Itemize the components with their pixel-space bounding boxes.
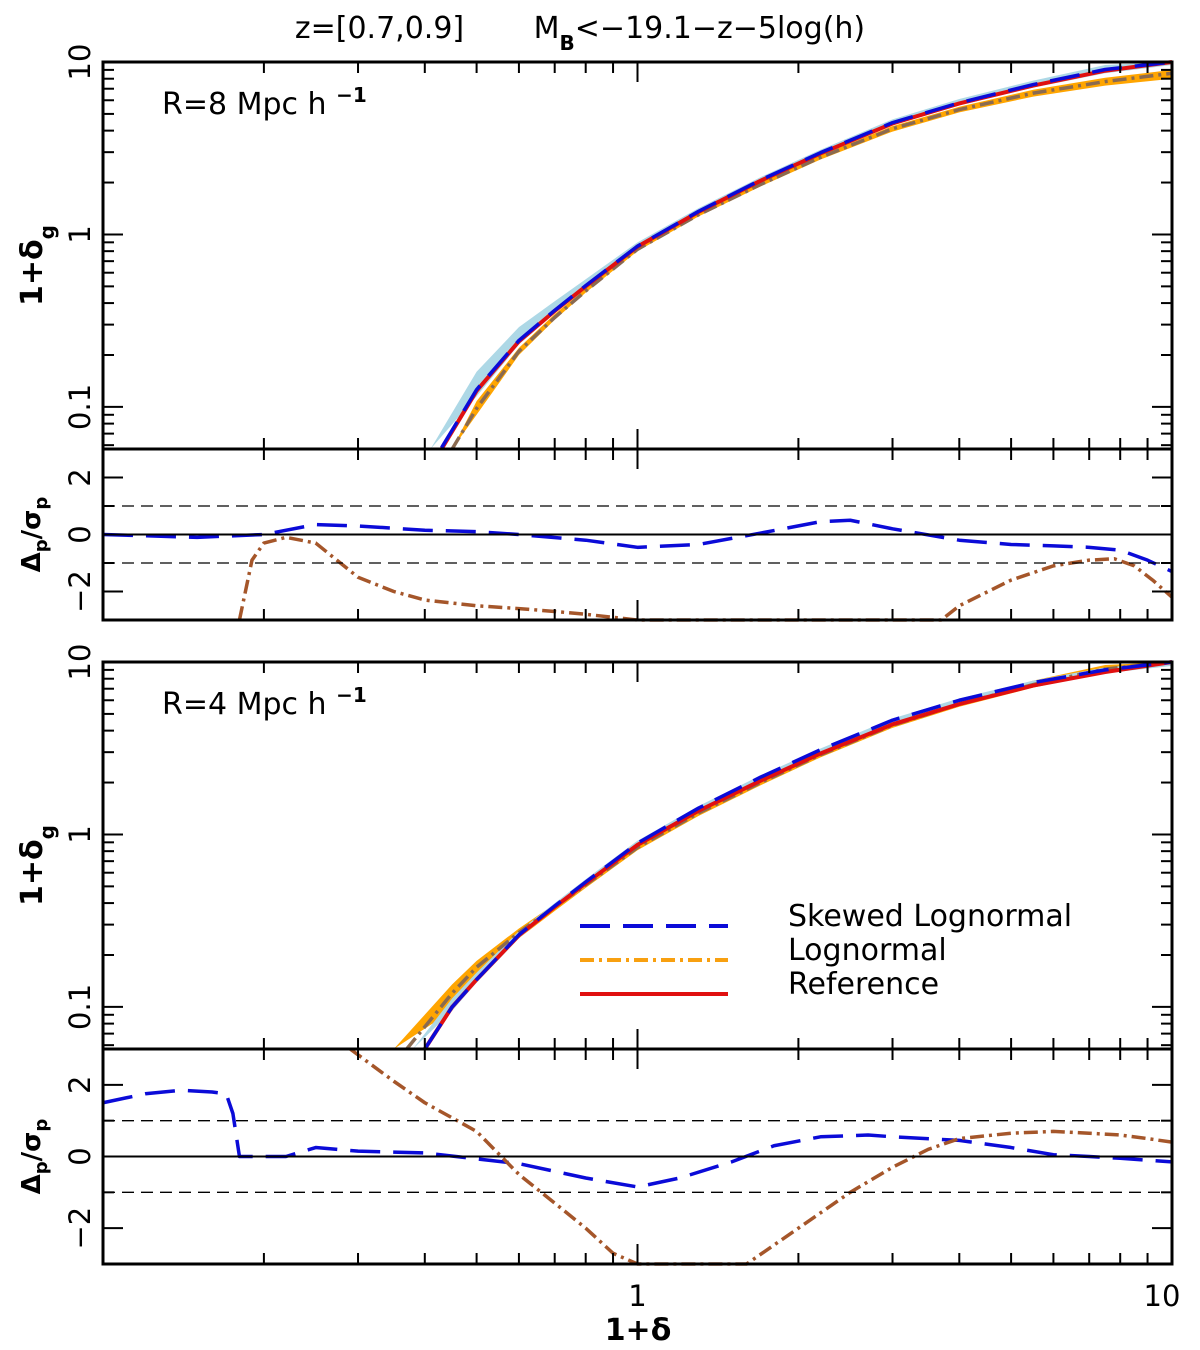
title-magnitude: MB<−19.1−z−5log(h) xyxy=(534,11,865,55)
panel2-y-tick-label: 1 xyxy=(63,825,97,843)
panel1-y-axis-title-sub: g xyxy=(35,225,59,239)
panel2-annotation-sup: −1 xyxy=(336,683,367,707)
panel2-residual-axis-title-part: σ xyxy=(17,1132,47,1152)
panel1-residual-axis-title: Δp/σp xyxy=(17,497,52,573)
x-tick-label: 1 xyxy=(628,1279,646,1313)
panel2-residual-y-tick-label: −2 xyxy=(63,1207,97,1250)
x-tick-label: 10 xyxy=(1144,1279,1181,1313)
legend-label-reference: Reference xyxy=(788,967,939,1002)
panel1-y-axis-title: 1+δg xyxy=(15,225,59,306)
panel2-y-tick-label: 0.1 xyxy=(63,984,97,1030)
panel2-y-axis-title-sub: g xyxy=(35,825,59,839)
panel1-residual-axis-title-part: / xyxy=(17,529,47,539)
panel1-annotation-text: R=8 Mpc h xyxy=(162,87,336,122)
panel1-residual-axis-title-part: Δ xyxy=(17,552,47,572)
panel2-residual-axis-title: Δp/σp xyxy=(17,1119,52,1195)
panel1-annotation-sup: −1 xyxy=(336,83,367,107)
panel1-residual-lognormal-line xyxy=(237,535,1174,622)
panel2-y-tick-label: 10 xyxy=(63,644,97,681)
panel1-y-tick-label: 10 xyxy=(63,44,97,81)
panel1-residual-axis-title-part: p xyxy=(31,497,52,510)
panel2-residual-axis-title-part: Δ xyxy=(17,1174,47,1194)
panel2-residual-axis-title-part: / xyxy=(17,1151,47,1161)
panel2-annotation-text: R=4 Mpc h xyxy=(162,687,336,722)
panel2-residual-skewed-lognormal-line xyxy=(102,1088,1173,1189)
legend: Skewed Lognormal Lognormal Reference xyxy=(580,899,1072,1002)
panel2-band-0 xyxy=(393,662,1172,1049)
panel2-residual-axis-title-part: p xyxy=(31,1161,52,1174)
panel2-y-axis-title: 1+δg xyxy=(15,825,59,906)
panel2-residual-y-tick-label: 2 xyxy=(63,1076,97,1094)
panel1-residual-y-tick-label: 0 xyxy=(63,525,97,543)
legend-label-skewed: Skewed Lognormal xyxy=(788,899,1072,934)
x-axis-title: 1+δ xyxy=(605,1313,672,1348)
axis-ticks xyxy=(102,61,1173,1265)
panel1-residual-y-tick-label: −2 xyxy=(63,570,97,613)
panel1-residual-y-tick-label: 2 xyxy=(63,468,97,486)
panel2-residual-axis-title-part: p xyxy=(31,1119,52,1132)
panel2-residual-lognormal-line xyxy=(349,1047,1173,1266)
panel2-residual-y-tick-label: 0 xyxy=(63,1147,97,1165)
panel1-main-skewed-lognormal-line xyxy=(440,60,1173,449)
chart-title: z=[0.7,0.9] MB<−19.1−z−5log(h) xyxy=(295,11,865,55)
title-redshift: z=[0.7,0.9] xyxy=(295,11,464,46)
legend-label-lognormal: Lognormal xyxy=(788,933,947,968)
panel1-band-1 xyxy=(452,69,1172,449)
panel1-residual-axis-title-part: σ xyxy=(17,510,47,530)
reference-lines xyxy=(103,505,1172,1193)
panel1-main-reference-line xyxy=(439,60,1173,451)
panel1-residual-axis-title-part: p xyxy=(31,539,52,552)
panel1-y-tick-label: 1 xyxy=(63,225,97,243)
panel1-annotation: R=8 Mpc h −1 xyxy=(162,83,367,122)
panel1-band-0 xyxy=(430,62,1172,449)
panel2-annotation: R=4 Mpc h −1 xyxy=(162,683,367,722)
data-series xyxy=(102,60,1174,1266)
panel1-main-lognormal-line xyxy=(450,71,1173,450)
panel2-main-skewed-lognormal-line xyxy=(423,660,1173,1050)
panel1-y-tick-label: 0.1 xyxy=(63,384,97,430)
panel1-residual-skewed-lognormal-line xyxy=(102,518,1173,574)
